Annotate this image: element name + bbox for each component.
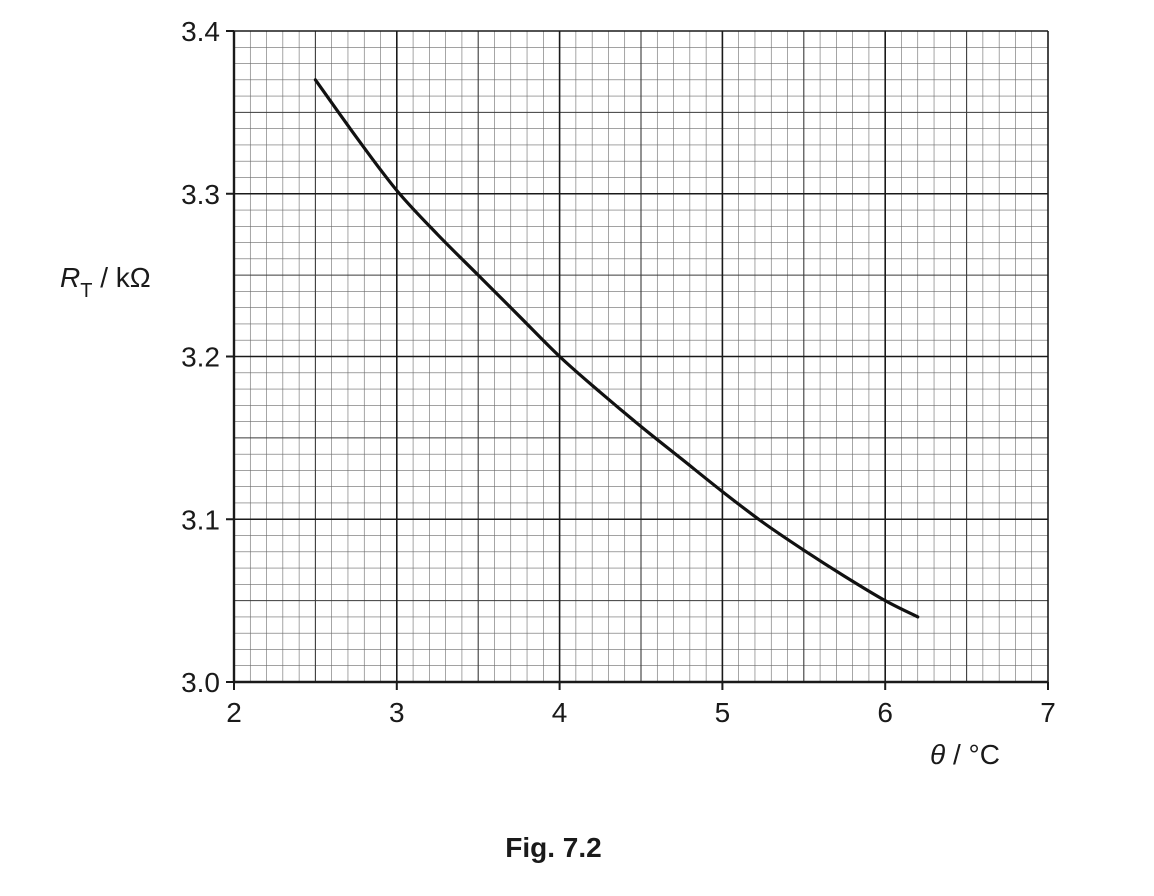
y-tick-label: 3.1 [181, 504, 220, 535]
series-curve [313, 78, 920, 619]
x-tick-label: 3 [389, 697, 405, 728]
y-tick-label: 3.2 [181, 342, 220, 373]
x-tick-label: 4 [552, 697, 568, 728]
series-layer [313, 78, 920, 619]
y-tick-label: 3.0 [181, 667, 220, 698]
x-axis-label: θ / °C [930, 739, 1000, 770]
x-tick-label: 6 [877, 697, 893, 728]
x-axis-symbol: θ [930, 739, 945, 770]
x-tick-label: 5 [715, 697, 731, 728]
y-tick-label: 3.4 [181, 16, 220, 47]
x-tick-label: 7 [1040, 697, 1056, 728]
axes [226, 30, 1049, 690]
x-tick-labels: 2 3 4 5 6 7 [226, 697, 1056, 728]
x-axis-sep: / [945, 739, 968, 770]
x-axis-unit: °C [969, 739, 1000, 770]
x-tick-label: 2 [226, 697, 242, 728]
figure-caption: Fig. 7.2 [505, 832, 602, 863]
y-axis-unit: kΩ [116, 262, 151, 293]
y-tick-label: 3.3 [181, 179, 220, 210]
y-axis-label: RT / kΩ [60, 262, 151, 302]
y-axis-sep: / [92, 262, 115, 293]
y-axis-subscript: T [80, 280, 92, 302]
y-axis-symbol: R [60, 262, 80, 293]
y-tick-labels: 3.0 3.1 3.2 3.3 3.4 [181, 16, 220, 698]
